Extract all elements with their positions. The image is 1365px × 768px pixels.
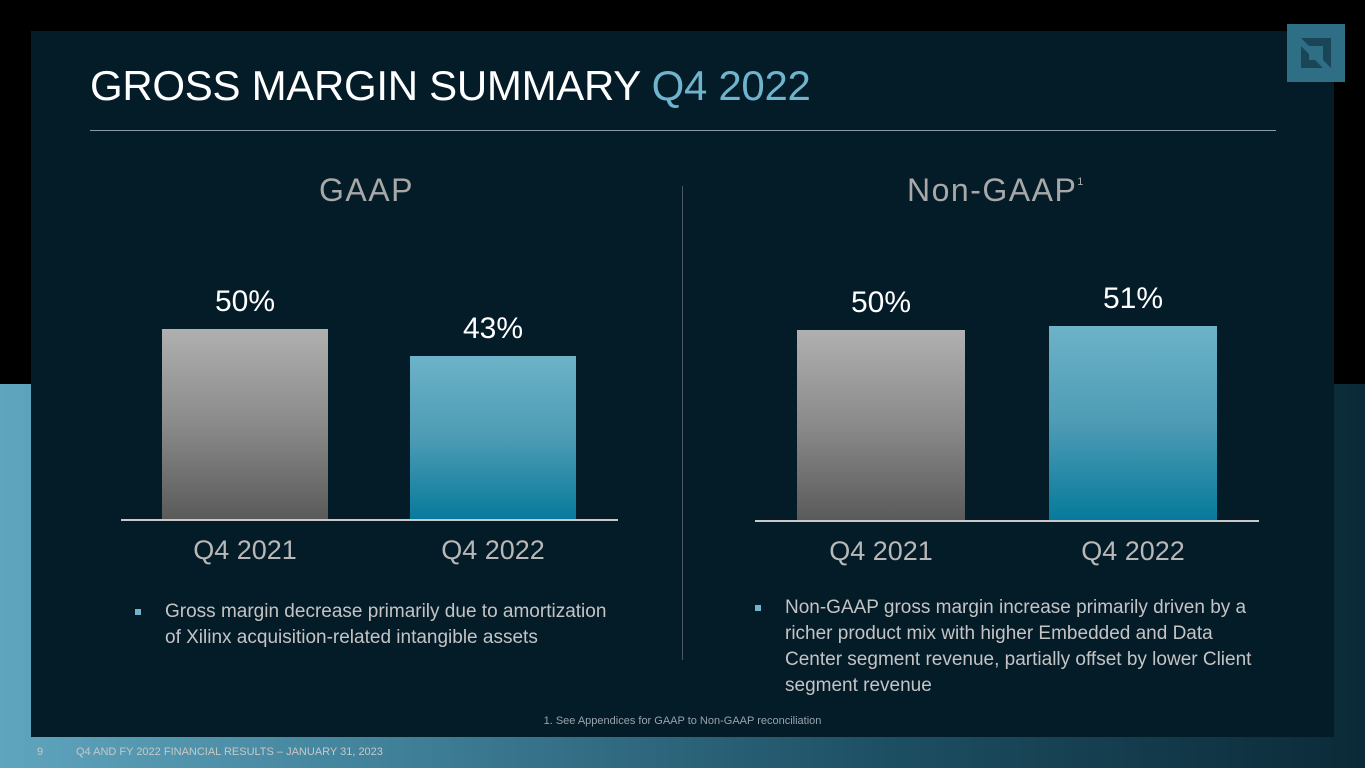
footnote: 1. See Appendices for GAAP to Non-GAAP r… xyxy=(543,715,822,727)
gaap-value-label-q4-2021: 50% xyxy=(214,285,276,318)
gaap-category-label-q4-2021: Q4 2021 xyxy=(193,535,297,565)
non-gaap-heading-text: Non-GAAP xyxy=(907,172,1078,208)
non-gaap-heading: Non-GAAP1 xyxy=(907,172,1083,209)
gaap-bar-q4-2022 xyxy=(410,355,576,520)
non-gaap-chart-baseline xyxy=(755,520,1259,522)
page-title-main: GROSS MARGIN SUMMARY xyxy=(90,62,641,109)
non-gaap-category-label-q4-2022: Q4 2022 xyxy=(1081,536,1185,566)
bullet-square-icon xyxy=(755,605,761,611)
gaap-heading-text: GAAP xyxy=(319,172,414,208)
page-title-accent: Q4 2022 xyxy=(651,62,811,109)
title-underline xyxy=(90,130,1276,131)
page-title: GROSS MARGIN SUMMARY Q4 2022 xyxy=(90,62,811,110)
gaap-bullet: Gross margin decrease primarily due to a… xyxy=(135,599,615,651)
gaap-heading: GAAP xyxy=(319,172,414,209)
gaap-value-label-q4-2022: 43% xyxy=(462,311,524,345)
gaap-chart-baseline xyxy=(121,519,618,521)
non-gaap-category-label-q4-2021: Q4 2021 xyxy=(829,536,933,566)
amd-logo-icon xyxy=(1287,24,1345,82)
gaap-bullet-text: Gross margin decrease primarily due to a… xyxy=(165,601,607,648)
footer-text: Q4 AND FY 2022 FINANCIAL RESULTS – JANUA… xyxy=(76,746,383,758)
non-gaap-bullet: Non-GAAP gross margin increase primarily… xyxy=(755,595,1275,699)
gaap-bar-q4-2021 xyxy=(162,329,328,520)
non-gaap-bar-q4-2022 xyxy=(1049,326,1217,521)
non-gaap-footnote-marker: 1 xyxy=(1077,176,1084,188)
non-gaap-value-label-q4-2021: 50% xyxy=(850,286,912,319)
page-number: 9 xyxy=(37,746,44,758)
non-gaap-value-label-q4-2022: 51% xyxy=(1102,282,1164,316)
non-gaap-bullet-text: Non-GAAP gross margin increase primarily… xyxy=(785,597,1252,696)
non-gaap-bar-q4-2021 xyxy=(797,330,965,521)
bullet-square-icon xyxy=(135,609,141,615)
section-divider xyxy=(682,186,683,660)
gaap-category-label-q4-2022: Q4 2022 xyxy=(441,535,545,565)
